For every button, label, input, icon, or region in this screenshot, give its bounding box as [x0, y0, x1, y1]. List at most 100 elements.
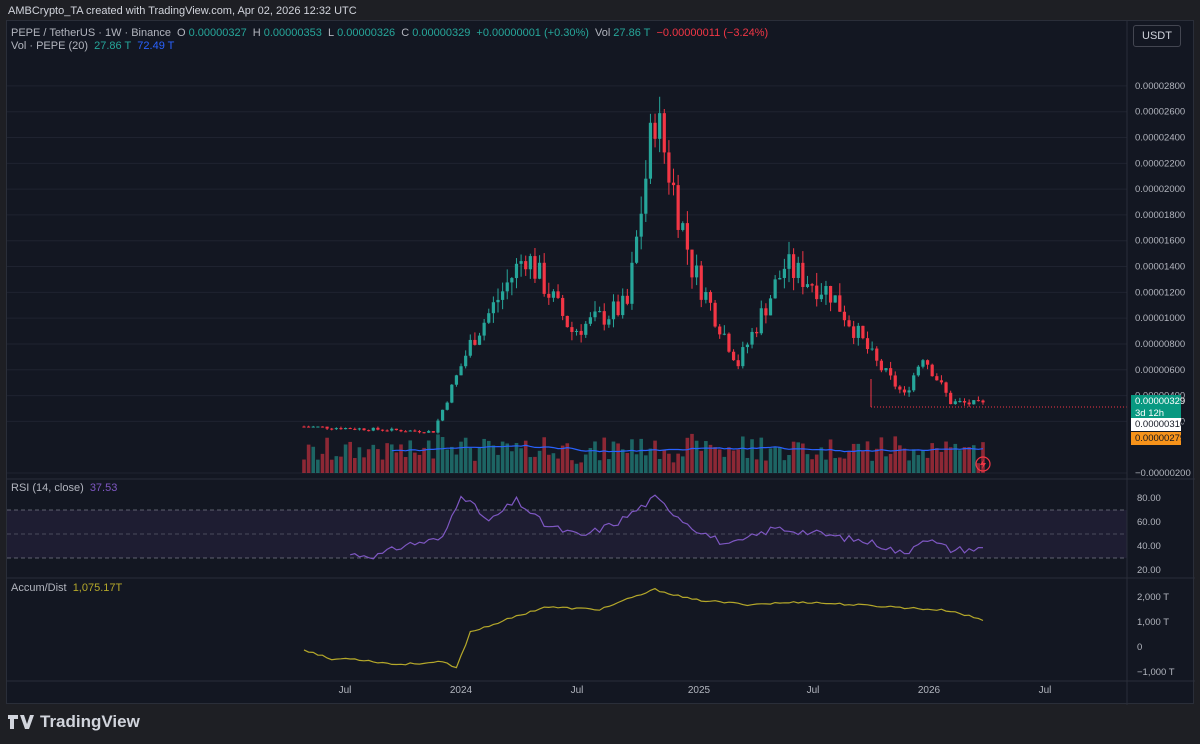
candle-body — [819, 294, 823, 300]
time-tick-label: 2026 — [918, 685, 941, 696]
price-tick-label: 0.00002200 — [1135, 158, 1185, 169]
rsi-legend[interactable]: RSI (14, close) 37.53 — [11, 482, 120, 494]
ad-tick-label: 2,000 T — [1137, 592, 1169, 603]
candle-body — [722, 333, 726, 335]
candle-body — [671, 182, 676, 186]
candle-body — [949, 392, 953, 405]
ad-legend[interactable]: Accum/Dist 1,075.17T — [11, 582, 125, 594]
volume-bar — [630, 439, 634, 473]
candle-body — [745, 344, 750, 348]
price-tick-label: 0.00001600 — [1135, 236, 1185, 247]
volume-bar — [731, 450, 736, 473]
candle-body — [639, 213, 643, 237]
candle-body — [514, 263, 519, 279]
candle-body — [782, 268, 786, 278]
candle-body — [847, 320, 851, 327]
volume-bar — [648, 448, 653, 473]
candle-body — [944, 382, 948, 393]
candle-body — [708, 292, 713, 303]
volume-bar — [741, 436, 745, 473]
volume-legend[interactable]: Vol · PEPE (20) 27.86 T 72.49 T — [11, 40, 177, 52]
volume-bar — [399, 444, 403, 473]
candle-body — [893, 375, 897, 387]
candle-body — [445, 402, 449, 410]
candle-body — [644, 178, 648, 214]
volume-ma-line — [391, 444, 984, 453]
rsi-axis-ticks: 80.00 60.00 40.00 20.00 — [1137, 493, 1161, 576]
volume-bar — [773, 446, 777, 473]
candle-body — [634, 236, 639, 263]
symbol-legend[interactable]: PEPE / TetherUS · 1W · Binance O 0.000003… — [11, 27, 771, 39]
candle-body — [685, 223, 689, 250]
candle-body — [399, 430, 403, 432]
candle-body — [833, 295, 837, 303]
low-label: L — [327, 27, 335, 39]
volume-bar — [620, 449, 625, 473]
candle-body — [681, 223, 685, 230]
volume-bar — [930, 443, 934, 473]
volume-bar — [921, 450, 925, 473]
candle-body — [912, 375, 916, 391]
volume-bar — [408, 440, 413, 473]
volume-bar — [353, 458, 357, 473]
price-tick-label: 0.00001400 — [1135, 262, 1185, 273]
volume-bar — [625, 453, 630, 473]
candle-body — [528, 256, 532, 270]
chart-canvas[interactable]: 0.00002800 0.00002600 0.00002400 0.00002200… — [7, 21, 1195, 705]
volume-bar — [413, 452, 417, 473]
volume-bar — [838, 457, 842, 473]
candle-body — [436, 420, 440, 433]
volume-bar — [607, 459, 611, 473]
volume-bar — [861, 450, 865, 473]
candle-body — [380, 429, 385, 431]
candle-body — [362, 428, 366, 431]
volume-bar — [907, 460, 911, 473]
volume-bar — [791, 441, 796, 473]
candle-body — [962, 401, 967, 403]
volume-bar — [856, 443, 861, 473]
volume-bar — [884, 456, 888, 473]
rsi-tick-label: 80.00 — [1137, 493, 1161, 504]
volume-bar — [311, 446, 316, 473]
volume-bar — [685, 437, 690, 473]
volume-bar — [782, 460, 787, 473]
volume-bar — [496, 454, 500, 473]
candle-body — [898, 386, 902, 390]
candle-body — [824, 285, 828, 295]
candle-body — [385, 430, 389, 432]
volume-bar — [833, 458, 837, 473]
volume-bar — [874, 448, 879, 473]
symbol-title[interactable]: PEPE / TetherUS · 1W · Binance — [11, 27, 171, 39]
candle-body — [658, 113, 662, 139]
tradingview-logo[interactable]: TradingView — [8, 712, 140, 732]
volume-bar — [533, 456, 537, 473]
rsi-tick-label: 40.00 — [1137, 541, 1161, 552]
tradingview-brand: TradingView — [40, 712, 140, 731]
volume-bar — [482, 438, 486, 473]
candle-body — [750, 331, 754, 345]
candle-body — [792, 254, 796, 278]
volume-bar — [708, 444, 713, 473]
candle-body — [616, 301, 620, 316]
volume-bar — [819, 447, 824, 473]
candle-body — [704, 292, 708, 300]
rsi-line — [350, 494, 984, 560]
chart-frame[interactable]: 0.00002800 0.00002600 0.00002400 0.00002200… — [6, 20, 1195, 705]
volume-bar — [805, 454, 810, 473]
volume-bar — [519, 448, 523, 473]
candle-body — [510, 278, 514, 283]
candle-body — [695, 265, 699, 278]
volume-bar — [842, 458, 847, 473]
rsi-tick-label: 20.00 — [1137, 565, 1161, 576]
volume-bar — [357, 447, 362, 473]
volume-bar — [574, 463, 579, 473]
current-price: 0.00000329 — [1135, 396, 1186, 407]
price-tick-label: 0.00001200 — [1135, 287, 1185, 298]
price-tick-label: 0.00001800 — [1135, 210, 1185, 221]
candle-body — [561, 297, 565, 316]
currency-button[interactable]: USDT — [1133, 25, 1181, 47]
candle-countdown: 3d 12h — [1135, 408, 1165, 419]
vol-change-value: −0.00000011 (−3.24%) — [656, 27, 769, 39]
volume-bar — [320, 453, 325, 473]
volume-bar — [445, 449, 449, 473]
